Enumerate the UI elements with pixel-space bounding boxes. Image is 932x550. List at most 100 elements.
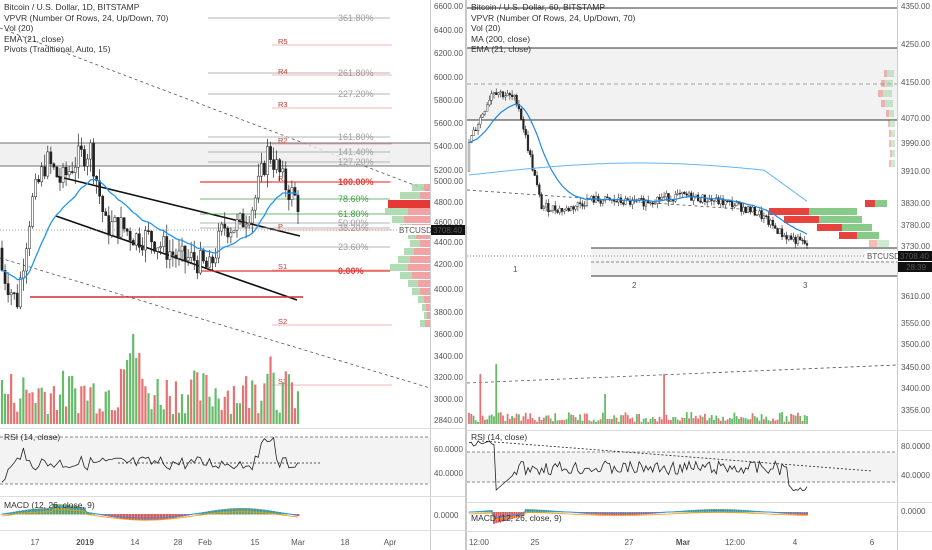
- candle-body: [554, 205, 557, 211]
- vpvr-down-bar: [890, 150, 892, 157]
- volume-bar: [588, 420, 591, 424]
- candle-body: [189, 252, 193, 258]
- candle-body: [640, 198, 643, 200]
- candle-body: [622, 202, 625, 205]
- volume-bar: [738, 418, 740, 424]
- candle-body: [472, 129, 475, 136]
- price-axis-label: 2840.00: [434, 416, 463, 425]
- volume-bar: [710, 414, 713, 424]
- volume-bar: [722, 416, 724, 424]
- volume-bar: [615, 417, 618, 424]
- macd-histogram-bar: [202, 512, 205, 515]
- candle-body: [256, 175, 260, 199]
- volume-bar: [165, 379, 168, 424]
- candle-body: [699, 200, 702, 203]
- time-axis-label: 15: [251, 538, 260, 547]
- price-axis-label: 4000.00: [434, 285, 463, 294]
- time-axis-label: 27: [625, 538, 634, 547]
- volume-bar: [704, 413, 706, 424]
- candle-body: [572, 206, 575, 210]
- candle-body: [217, 230, 221, 259]
- volume-bar: [479, 374, 482, 424]
- volume-bar: [656, 421, 659, 424]
- rsi-descending-dotted: [481, 440, 873, 472]
- candle-body: [724, 200, 727, 206]
- volume-bar: [64, 406, 68, 424]
- vpvr-down-bar: [410, 256, 430, 263]
- candle-body: [590, 196, 593, 200]
- volume-bar: [113, 410, 117, 424]
- candle-body: [159, 246, 163, 249]
- macd-histogram-bar: [131, 514, 135, 520]
- candle-body: [778, 228, 781, 234]
- price-axis-label: 3830.00: [901, 199, 930, 208]
- volume-bar: [272, 372, 275, 424]
- volume-bar: [34, 403, 37, 424]
- candle-body: [774, 225, 777, 229]
- candle-body: [662, 196, 666, 198]
- volume-bar: [694, 415, 697, 424]
- daily-chart-pane[interactable]: 6600.00 6400.00 6200.00 6000.00 5800.00 5600.…: [0, 0, 465, 550]
- time-axis-label: 17: [31, 538, 40, 547]
- ticker-symbol: BTCUSD: [867, 252, 900, 261]
- macd-histogram-bar: [28, 509, 31, 515]
- vpvr-up-bar: [400, 272, 412, 279]
- volume-bar: [89, 387, 92, 424]
- candle-body: [742, 206, 745, 212]
- macd-histogram-bar: [232, 508, 236, 515]
- volume-bar: [667, 419, 670, 424]
- vpvr-down-bar: [414, 248, 430, 255]
- volume-bar: [506, 413, 509, 424]
- volume-bar: [726, 419, 729, 424]
- volume-bar: [649, 418, 652, 424]
- vpvr-down-bar: [416, 232, 430, 239]
- volume-bar: [613, 415, 616, 424]
- macd-histogram-bar: [122, 514, 126, 520]
- volume-bar: [540, 419, 543, 424]
- candle-body: [697, 194, 700, 202]
- fib-level-label: 361.80%: [338, 13, 374, 23]
- candle-body: [656, 197, 659, 204]
- macd-axis-label: 0.0000: [901, 507, 926, 516]
- price-axis-label: 3550.00: [901, 319, 930, 328]
- price-axis-label: 3780.00: [901, 221, 930, 230]
- macd-signal-line: [1, 508, 299, 521]
- macd-histogram-bar: [238, 508, 242, 515]
- volume-bar: [806, 416, 808, 424]
- volume-bar: [733, 412, 736, 424]
- countdown-badge: 28:39: [906, 263, 927, 272]
- volume-bar: [13, 402, 16, 424]
- candle-body: [717, 197, 720, 205]
- candle-body: [665, 193, 668, 197]
- candle-body: [615, 201, 618, 203]
- candle-body: [220, 223, 224, 232]
- hourly-chart-pane[interactable]: 4350.00 4250.00 4150.00 4070.00 3990.00 3910.…: [467, 0, 932, 550]
- volume-bar: [226, 390, 229, 424]
- volume-bar: [490, 414, 493, 424]
- candle-body: [583, 205, 586, 207]
- daily-chart-canvas[interactable]: 6600.00 6400.00 6200.00 6000.00 5800.00 5600.…: [0, 0, 465, 550]
- candle-body: [780, 228, 784, 237]
- price-axis-label: 5400.00: [434, 142, 463, 151]
- volume-bar: [572, 415, 575, 424]
- candle-body: [517, 104, 521, 110]
- pane-divider[interactable]: [465, 0, 467, 550]
- candle-body: [790, 235, 793, 240]
- volume-bar: [245, 376, 248, 424]
- vpvr-down-bar: [784, 216, 819, 223]
- candle-body: [247, 222, 251, 226]
- candle-body: [522, 119, 525, 130]
- volume-bar: [660, 419, 663, 424]
- volume-bar: [40, 387, 43, 424]
- volume-bar: [747, 419, 749, 424]
- candle-body: [624, 198, 627, 205]
- volume-bar: [25, 389, 28, 424]
- vpvr-down-bar: [878, 90, 883, 97]
- hourly-chart-canvas[interactable]: 4350.00 4250.00 4150.00 4070.00 3990.00 3910.…: [467, 0, 932, 550]
- candle-body: [134, 233, 138, 246]
- candle-body: [113, 217, 117, 223]
- volume-bar: [177, 412, 181, 424]
- candle-body: [186, 257, 190, 261]
- macd-histogram-bar: [211, 510, 214, 515]
- candle-body: [499, 91, 502, 93]
